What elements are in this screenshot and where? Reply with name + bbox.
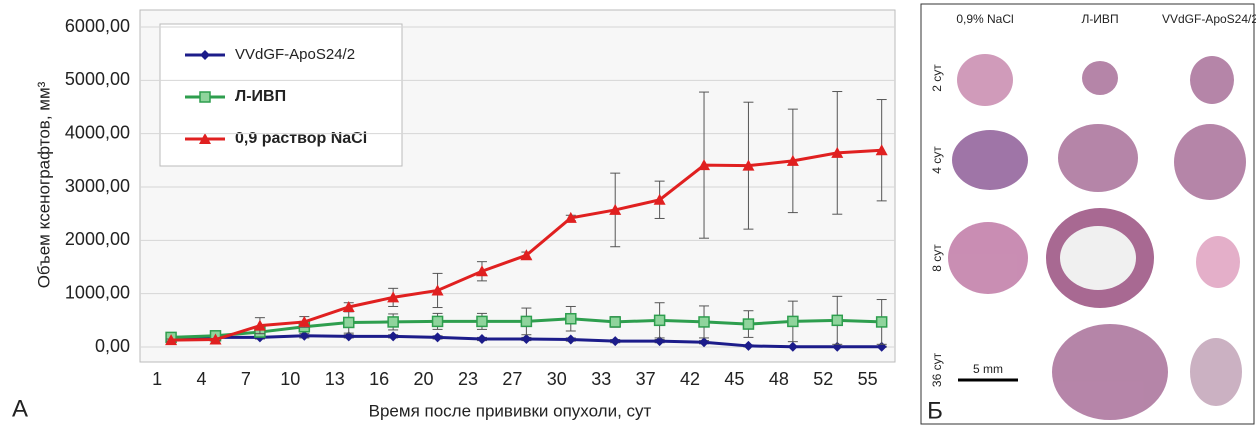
x-tick-label: 48 xyxy=(769,369,789,389)
row-label: 36 сут xyxy=(930,352,944,387)
panel-label: А xyxy=(12,395,28,422)
x-tick-label: 42 xyxy=(680,369,700,389)
x-tick-label: 45 xyxy=(724,369,744,389)
marker xyxy=(788,316,798,326)
tissue xyxy=(1058,124,1138,192)
marker xyxy=(832,315,842,325)
column-label: Л-ИВП xyxy=(1081,12,1118,26)
marker xyxy=(566,314,576,324)
x-tick-label: 16 xyxy=(369,369,389,389)
y-tick-label: 2000,00 xyxy=(65,229,130,249)
marker xyxy=(699,317,709,327)
tissue xyxy=(1174,124,1246,200)
tissue xyxy=(1190,56,1234,104)
legend-label: Л-ИВП xyxy=(235,88,286,105)
row-label: 8 сут xyxy=(930,244,944,272)
x-tick-label: 55 xyxy=(858,369,878,389)
tissue xyxy=(948,222,1028,294)
marker xyxy=(433,316,443,326)
column-label: VVdGF-ApoS24/2 xyxy=(1162,12,1256,26)
x-tick-label: 10 xyxy=(280,369,300,389)
panel-label: Б xyxy=(927,397,943,424)
marker xyxy=(344,317,354,327)
tissue xyxy=(1052,324,1168,420)
marker xyxy=(521,316,531,326)
x-tick-label: 20 xyxy=(414,369,434,389)
tissue xyxy=(952,130,1028,190)
legend-label: 0,9 раствор NaCl xyxy=(235,130,367,147)
tissue xyxy=(1196,236,1240,288)
y-axis-label: Объем ксенографтов, мм³ xyxy=(34,81,53,288)
marker xyxy=(877,317,887,327)
y-tick-label: 0,00 xyxy=(95,336,130,356)
y-tick-label: 4000,00 xyxy=(65,122,130,142)
y-tick-label: 3000,00 xyxy=(65,176,130,196)
x-tick-label: 33 xyxy=(591,369,611,389)
column-label: 0,9% NaCl xyxy=(956,12,1013,26)
x-tick-label: 4 xyxy=(196,369,206,389)
scale-label: 5 mm xyxy=(973,362,1003,376)
x-tick-label: 1 xyxy=(152,369,162,389)
tissue xyxy=(1190,338,1242,406)
y-tick-label: 5000,00 xyxy=(65,69,130,89)
x-tick-label: 37 xyxy=(636,369,656,389)
x-axis-label: Время после прививки опухоли, сут xyxy=(369,401,652,420)
tissue-core xyxy=(1060,226,1136,290)
x-tick-label: 27 xyxy=(502,369,522,389)
page: Объем ксенографтов, мм³ Время после прив… xyxy=(0,0,1256,433)
x-tick-label: 52 xyxy=(813,369,833,389)
row-label: 2 сут xyxy=(930,64,944,92)
x-tick-label: 23 xyxy=(458,369,478,389)
figure: Объем ксенографтов, мм³ Время после прив… xyxy=(0,0,1256,428)
row-label: 4 сут xyxy=(930,146,944,174)
legend-label: VVdGF-ApoS24/2 xyxy=(235,46,355,63)
y-tick-label: 6000,00 xyxy=(65,16,130,36)
marker xyxy=(477,316,487,326)
marker xyxy=(743,319,753,329)
marker xyxy=(200,92,210,102)
tissue xyxy=(957,54,1013,106)
x-tick-label: 13 xyxy=(325,369,345,389)
marker xyxy=(388,317,398,327)
y-tick-label: 1000,00 xyxy=(65,282,130,302)
x-tick-label: 30 xyxy=(547,369,567,389)
marker xyxy=(610,317,620,327)
marker xyxy=(655,315,665,325)
tissue xyxy=(1082,61,1118,95)
x-tick-label: 7 xyxy=(241,369,251,389)
